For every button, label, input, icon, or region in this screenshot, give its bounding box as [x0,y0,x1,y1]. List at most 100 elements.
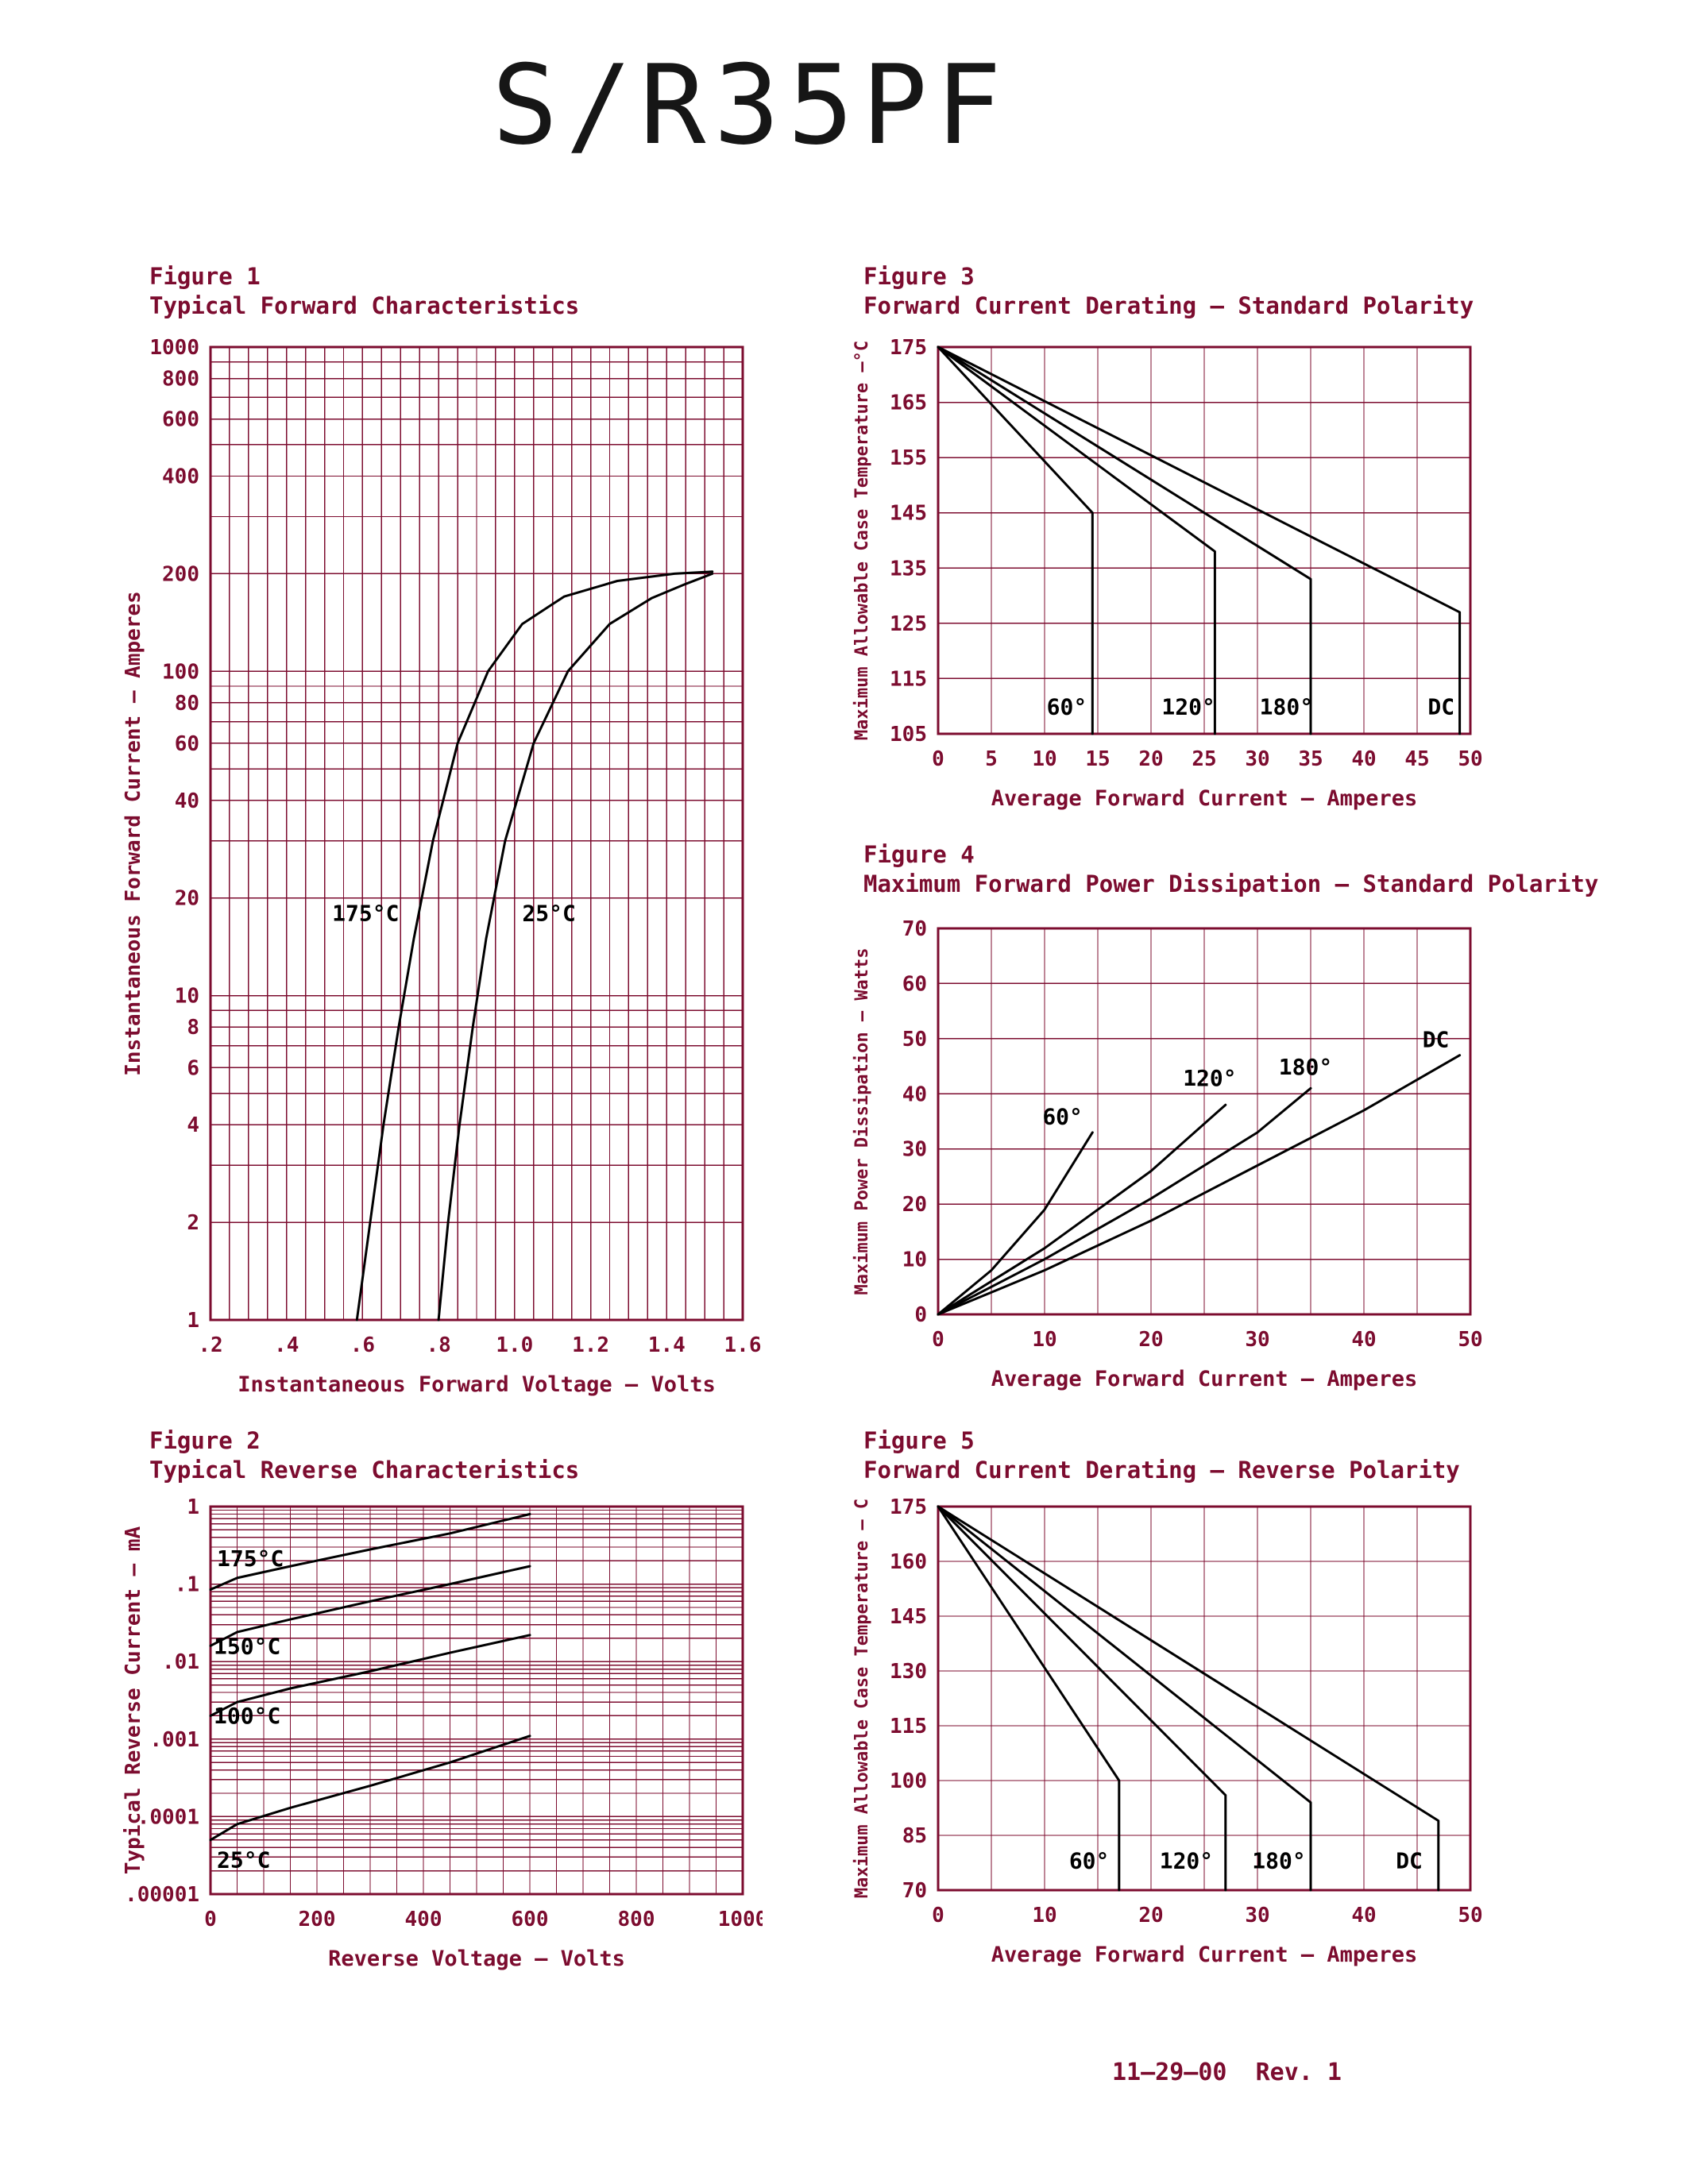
svg-text:60°: 60° [1069,1847,1110,1873]
figure-4-chart: 0 10 20 30 40 50 70 60 50 40 30 20 10 0 Average Forwar… [847,913,1490,1408]
svg-text:400: 400 [405,1908,442,1931]
svg-text:200: 200 [299,1908,336,1931]
svg-text:175°C: 175°C [332,901,399,927]
svg-text:8: 8 [187,1016,199,1040]
svg-text:600: 600 [162,408,199,432]
page-title: S/R35PF [492,41,1010,169]
svg-text:DC: DC [1423,1026,1450,1052]
svg-text:.1: .1 [175,1573,199,1597]
svg-text:.01: .01 [162,1650,199,1674]
svg-text:130: 130 [890,1660,927,1684]
revision-note: 11—29—00 Rev. 1 [1112,2059,1342,2086]
svg-text:115: 115 [890,667,927,691]
svg-text:100°C: 100°C [214,1703,280,1729]
svg-text:Maximum Allowable Case Tempera: Maximum Allowable Case Temperature — C [852,1499,872,1898]
svg-text:10: 10 [902,1248,927,1272]
figure-5-header: Figure 5 Forward Current Derating — Reve… [863,1426,1460,1485]
svg-text:.001: .001 [149,1728,199,1752]
svg-text:6: 6 [187,1056,199,1080]
figure-1-title: Typical Forward Characteristics [149,292,580,319]
svg-text:Average Forward Current — Ampe: Average Forward Current — Amperes [991,786,1417,811]
svg-text:10: 10 [175,985,199,1009]
svg-text:.0001: .0001 [137,1805,199,1829]
svg-text:Average Forward Current — Ampe: Average Forward Current — Amperes [991,1367,1417,1391]
svg-text:40: 40 [1351,747,1376,771]
svg-text:60: 60 [175,732,199,756]
figure-2-label: Figure 2 [149,1427,261,1454]
svg-text:175: 175 [890,1495,927,1519]
svg-text:10: 10 [1032,1904,1056,1927]
svg-text:180°: 180° [1260,694,1313,720]
svg-text:40: 40 [175,789,199,813]
svg-text:1.6: 1.6 [724,1333,762,1357]
svg-text:60°: 60° [1042,1103,1083,1129]
svg-text:25°C: 25°C [522,901,575,927]
svg-text:145: 145 [890,1605,927,1629]
svg-text:200: 200 [162,562,199,586]
svg-text:DC: DC [1427,694,1454,720]
svg-text:70: 70 [902,1879,927,1903]
svg-text:1.4: 1.4 [648,1333,686,1357]
svg-text:1000: 1000 [149,336,199,360]
svg-text:Instantaneous Forward Current: Instantaneous Forward Current — Amperes [122,591,145,1075]
svg-text:DC: DC [1396,1847,1423,1873]
svg-text:85: 85 [902,1824,927,1848]
svg-text:1.0: 1.0 [496,1333,533,1357]
svg-text:35: 35 [1298,747,1323,771]
svg-text:50: 50 [1458,1904,1482,1927]
svg-text:20: 20 [1138,1904,1163,1927]
svg-text:400: 400 [162,465,199,488]
svg-text:40: 40 [1351,1328,1376,1352]
svg-text:0: 0 [914,1303,927,1327]
figure-5-chart: 0 10 20 30 40 50 175 160 145 130 115 100 85 70 Average… [847,1491,1490,1984]
svg-text:120°: 120° [1183,1065,1236,1091]
svg-text:50: 50 [902,1028,927,1051]
svg-text:155: 155 [890,446,927,470]
svg-text:160: 160 [890,1550,927,1574]
svg-text:80: 80 [175,692,199,716]
svg-text:5: 5 [985,747,998,771]
svg-text:20: 20 [1138,1328,1163,1352]
svg-text:0: 0 [204,1908,217,1931]
svg-text:1.2: 1.2 [572,1333,609,1357]
svg-text:Instantaneous Forward Voltage: Instantaneous Forward Voltage — Volts [238,1372,715,1397]
figure-2-chart: 0 200 400 600 800 1000 1 .1 .01 .001 .0001 .00001 Re… [119,1491,763,1988]
figure-1-chart: .2 .4 .6 .8 1.0 1.2 1.4 1.6 1000 800 600 400 200 100 8… [119,331,763,1414]
figure-3-chart: 0 5 10 15 20 25 30 35 40 45 50 175 165 155 145 135 125 11… [847,331,1490,828]
svg-text:1000: 1000 [718,1908,763,1931]
svg-text:150°C: 150°C [214,1634,280,1660]
svg-text:145: 145 [890,502,927,526]
svg-text:.8: .8 [426,1333,450,1357]
svg-text:800: 800 [618,1908,655,1931]
figure-1-label: Figure 1 [149,263,261,290]
svg-text:.6: .6 [350,1333,375,1357]
svg-text:165: 165 [890,392,927,415]
svg-text:2: 2 [187,1211,199,1235]
figure-1-header: Figure 1 Typical Forward Characteristics [149,262,579,321]
svg-text:180°: 180° [1279,1054,1332,1080]
svg-text:175: 175 [890,336,927,360]
figure-3-label: Figure 3 [863,263,975,290]
svg-text:20: 20 [902,1193,927,1217]
svg-text:60°: 60° [1047,694,1087,720]
figure-4-label: Figure 4 [863,841,975,868]
svg-text:40: 40 [1351,1904,1376,1927]
svg-text:0: 0 [932,747,944,771]
svg-text:1: 1 [187,1495,199,1519]
svg-text:10: 10 [1032,1328,1056,1352]
svg-text:20: 20 [175,887,199,911]
figure-4-header: Figure 4 Maximum Forward Power Dissipati… [863,840,1598,899]
figure-5-title: Forward Current Derating — Reverse Polar… [863,1457,1460,1484]
svg-text:10: 10 [1032,747,1056,771]
svg-text:4: 4 [187,1113,199,1137]
figure-5-label: Figure 5 [863,1427,975,1454]
svg-text:120°: 120° [1161,694,1215,720]
svg-text:.00001: .00001 [125,1883,199,1907]
svg-text:120°: 120° [1160,1847,1213,1873]
svg-text:100: 100 [890,1769,927,1793]
svg-text:800: 800 [162,368,199,392]
figure-3-title: Forward Current Derating — Standard Pola… [863,292,1474,319]
svg-text:.2: .2 [198,1333,222,1357]
svg-text:125: 125 [890,612,927,636]
